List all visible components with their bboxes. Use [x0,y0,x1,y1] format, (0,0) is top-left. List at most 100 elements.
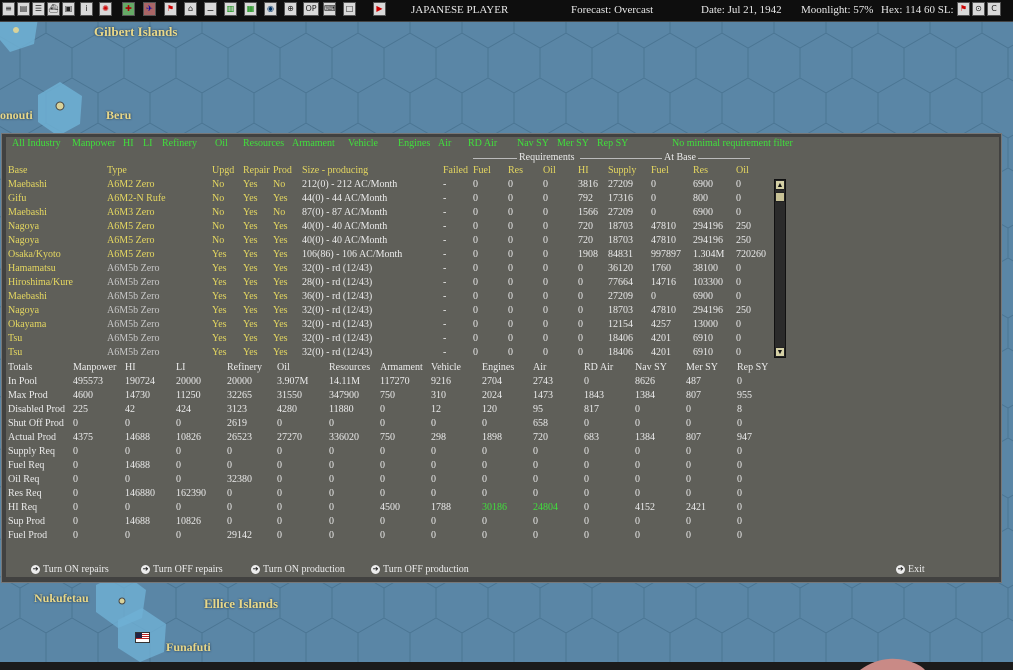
base-name[interactable]: Maebashi [8,291,47,302]
filter-resources[interactable]: Resources [243,138,285,149]
column-header[interactable]: Upgd [212,165,235,176]
turn-off-repairs-button[interactable]: ➔ Turn OFF repairs [141,564,223,575]
column-header[interactable]: Fuel [651,165,669,176]
table-scrollbar[interactable]: ▲ ▼ [774,179,786,358]
base-name[interactable]: Nagoya [8,305,40,316]
list-icon[interactable]: ☰ [32,2,45,16]
column-header[interactable]: Repair [243,165,270,176]
ground-icon[interactable]: ⌂ [184,2,197,16]
column-header[interactable]: Fuel [473,165,491,176]
base-icon[interactable]: ▦ [244,2,257,16]
keyboard-icon[interactable]: ⌨ [323,2,336,16]
aircraft-type[interactable]: A6M5b Zero [107,291,160,302]
aircraft-icon[interactable]: ✈ [143,2,156,16]
turn-off-production-button[interactable]: ➔ Turn OFF production [371,564,469,575]
cell: 0 [508,249,513,260]
base-name[interactable]: Okayama [8,319,47,330]
cell: Yes [273,263,288,274]
base-name[interactable]: Osaka/Kyoto [8,249,61,260]
base-name[interactable]: Tsu [8,333,23,344]
aircraft-type[interactable]: A6M5b Zero [107,347,160,358]
column-header[interactable]: Base [8,165,28,176]
cell: 250 [736,305,751,316]
filter-nav-sy[interactable]: Nav SY [517,138,549,149]
aircraft-type[interactable]: A6M2 Zero [107,179,155,190]
scroll-up-icon[interactable]: ▲ [775,180,785,190]
rising-sun-icon[interactable]: ✺ [99,2,112,16]
totals-cell: 95 [533,404,543,415]
column-header[interactable]: Type [107,165,127,176]
op-icon[interactable]: OP [303,2,319,16]
info-icon[interactable]: i [80,2,93,16]
base-name[interactable]: Nagoya [8,221,40,232]
base-name[interactable]: Gifu [8,193,27,204]
aircraft-type[interactable]: A6M5 Zero [107,235,155,246]
column-header[interactable]: Res [508,165,523,176]
database-icon[interactable]: ▣ [62,2,75,16]
aircraft-type[interactable]: A6M5 Zero [107,249,155,260]
filter-vehicle[interactable]: Vehicle [348,138,378,149]
cell: 0 [473,263,478,274]
column-header[interactable]: Oil [543,165,556,176]
exit-button[interactable]: ➔ Exit [896,564,925,575]
filter-oil[interactable]: Oil [215,138,228,149]
aircraft-type[interactable]: A6M2-N Rufe [107,193,166,204]
close-icon[interactable]: C [987,2,1001,16]
flag-icon[interactable]: ⚑ [164,2,177,16]
totals-cell: 0 [125,530,130,541]
window-icon[interactable]: □ [343,2,356,16]
column-header[interactable]: Supply [608,165,637,176]
filter-mer-sy[interactable]: Mer SY [557,138,589,149]
end-turn-icon[interactable]: ▶ [373,2,386,16]
totals-cell: 0 [380,516,385,527]
base-name[interactable]: Hamamatsu [8,263,56,274]
aircraft-type[interactable]: A6M5b Zero [107,333,160,344]
aircraft-type[interactable]: A6M5 Zero [107,221,155,232]
filter-armament[interactable]: Armament [292,138,335,149]
report-icon[interactable]: ▤ [17,2,30,16]
filter-rd-air[interactable]: RD Air [468,138,498,149]
turn-on-production-button[interactable]: ➔ Turn ON production [251,564,345,575]
no-minimal-requirement-filter[interactable]: No minimal requirement filter [672,138,793,149]
column-header[interactable]: HI [578,165,589,176]
filter-li[interactable]: LI [143,138,153,149]
flag-icon[interactable]: ⚑ [957,2,970,16]
filter-engines[interactable]: Engines [398,138,431,149]
menu-icon[interactable]: ≡ [2,2,15,16]
scroll-down-icon[interactable]: ▼ [775,347,785,357]
base-name[interactable]: Nagoya [8,235,40,246]
filter-rep-sy[interactable]: Rep SY [597,138,629,149]
signal-icon[interactable]: ⚊ [204,2,217,16]
base-name[interactable]: Maebashi [8,179,47,190]
base-name[interactable]: Hiroshima/Kure [8,277,73,288]
base-name[interactable]: Maebashi [8,207,47,218]
base-name[interactable]: Tsu [8,347,23,358]
totals-cell: 0 [176,530,181,541]
filter-refinery[interactable]: Refinery [162,138,197,149]
turn-on-repairs-button[interactable]: ➔ Turn ON repairs [31,564,109,575]
column-header[interactable]: Failed [443,165,468,176]
column-header[interactable]: Res [693,165,708,176]
cell: 0 [736,291,741,302]
ships-icon[interactable]: ⛴ [47,2,60,16]
filter-hi[interactable]: HI [123,138,134,149]
column-header[interactable]: Oil [736,165,749,176]
totals-row-label: Res Req [8,488,42,499]
aircraft-type[interactable]: A6M5b Zero [107,319,160,330]
column-header[interactable]: Prod [273,165,292,176]
cell: 0 [543,249,548,260]
aircraft-type[interactable]: A6M3 Zero [107,207,155,218]
aircraft-type[interactable]: A6M5b Zero [107,305,160,316]
zoom-icon[interactable]: ⊙ [972,2,985,16]
filter-manpower[interactable]: Manpower [72,138,116,149]
globe-icon[interactable]: ◉ [264,2,277,16]
chart-icon[interactable]: ▥ [224,2,237,16]
column-header[interactable]: Size - producing [302,165,369,176]
filter-all-industry[interactable]: All Industry [12,138,61,149]
cross-icon[interactable]: ✚ [122,2,135,16]
target-icon[interactable]: ⊕ [284,2,297,16]
scroll-thumb[interactable] [775,192,785,202]
filter-air[interactable]: Air [438,138,452,149]
aircraft-type[interactable]: A6M5b Zero [107,277,160,288]
aircraft-type[interactable]: A6M5b Zero [107,263,160,274]
